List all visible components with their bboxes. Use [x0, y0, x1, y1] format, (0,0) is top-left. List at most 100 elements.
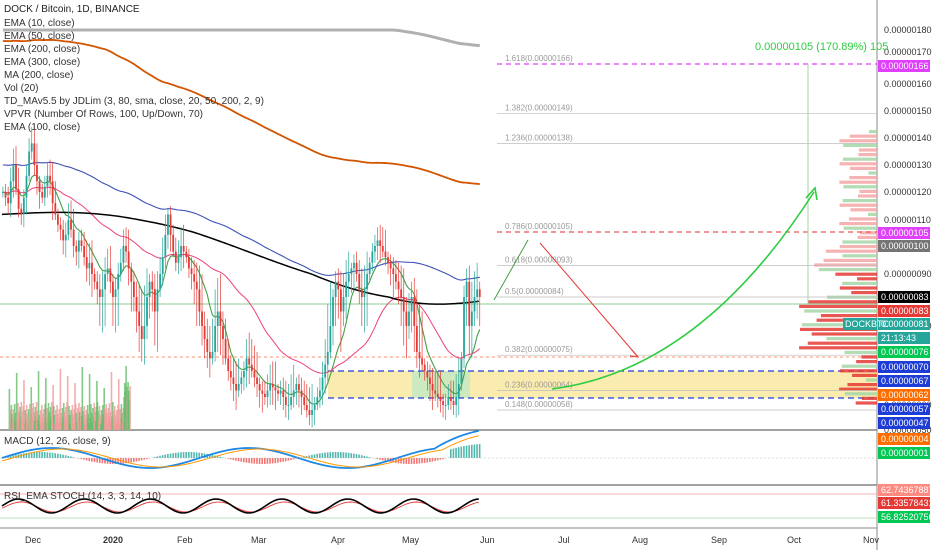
ema-50-line: [2, 186, 481, 374]
candle-body: [101, 289, 104, 297]
macd-histogram-bar: [381, 458, 384, 461]
macd-histogram-bar: [30, 452, 33, 458]
macd-histogram-bar: [96, 458, 98, 463]
macd-histogram-bar: [93, 458, 96, 463]
candle-body: [402, 297, 405, 312]
vp-row: [858, 194, 877, 198]
candle-body: [182, 246, 185, 252]
candle-body: [46, 175, 49, 187]
vp-row: [807, 341, 877, 345]
candle-body: [114, 289, 117, 297]
candle-body: [169, 214, 172, 235]
vp-row: [835, 272, 877, 276]
macd-histogram-bar: [22, 453, 25, 458]
indicator-label[interactable]: EMA (200, close): [4, 44, 80, 55]
volume-bar: [90, 413, 93, 430]
indicator-label[interactable]: EMA (10, close): [4, 18, 75, 29]
candle-body: [106, 268, 109, 274]
candle-body: [395, 274, 397, 282]
ma-200-line: [1, 211, 479, 305]
volume-bar: [88, 374, 91, 430]
macd-histogram-bar: [258, 458, 261, 464]
macd-pane: [0, 429, 877, 469]
volume-bar: [14, 413, 17, 430]
macd-histogram-bar: [59, 454, 62, 458]
projection-arrow-head: [805, 186, 818, 201]
volume-bar: [129, 386, 131, 430]
candle-body: [284, 397, 287, 405]
candle-body: [109, 268, 112, 282]
indicator-label[interactable]: EMA (100, close): [4, 122, 80, 133]
macd-histogram-bar: [408, 458, 410, 464]
candle-body: [146, 297, 148, 326]
candle-body: [156, 289, 159, 312]
macd-histogram-bar: [271, 458, 274, 464]
candle-body: [188, 257, 190, 269]
macd-histogram-bar: [240, 458, 243, 462]
macd-histogram-bar: [452, 448, 455, 458]
macd-histogram-bar: [49, 452, 51, 458]
candle-body: [316, 397, 319, 405]
indicator-label[interactable]: TD_MAv5.5 by JDLim (3, 80, sma, close, 2…: [4, 96, 264, 107]
candle-body: [292, 390, 295, 397]
macd-histogram-bar: [253, 458, 256, 464]
vp-row: [811, 332, 877, 336]
candle-body: [457, 384, 460, 397]
macd-histogram-bar: [172, 453, 174, 458]
price-tag-text: 0.00000076: [881, 347, 929, 357]
candle-body: [303, 397, 306, 405]
candle-body: [153, 289, 156, 312]
candle-body: [117, 274, 120, 290]
macd-histogram-bar: [28, 452, 30, 458]
time-axis[interactable]: Dec 2020 Feb Mar Apr May Jun Jul Aug Sep Oct Nov: [25, 535, 880, 545]
candle-body: [135, 297, 138, 312]
price-tag: [878, 403, 930, 415]
macd-title[interactable]: MACD (12, 26, close, 9): [4, 436, 111, 447]
macd-histogram-bar: [216, 456, 219, 458]
symbol-tag-text: DOCKBTC: [845, 319, 890, 329]
candle-body: [41, 192, 44, 198]
candle-body: [436, 393, 439, 397]
candle-body: [282, 390, 285, 397]
candle-body: [415, 326, 418, 352]
indicator-label[interactable]: EMA (300, close): [4, 57, 80, 68]
vp-row: [839, 245, 877, 249]
candle-body: [93, 274, 96, 282]
vp-row: [839, 162, 877, 166]
candle-body: [465, 281, 468, 297]
vp-row: [839, 387, 877, 391]
fib-label-0.786: 0.786(0.00000105): [505, 222, 573, 231]
macd-histogram-bar: [211, 454, 214, 458]
vp-row: [856, 360, 877, 364]
macd-histogram-bar: [164, 454, 167, 458]
candle-body: [172, 234, 175, 252]
rsi-title[interactable]: RSI_EMA STOCH (14, 3, 3, 14, 10): [4, 491, 161, 502]
price-axis[interactable]: 0.00000180 0.00000170 0.00000160 0.00000150…: [843, 25, 932, 523]
indicator-list[interactable]: EMA (10, close) EMA (50, close) EMA (200, …: [4, 18, 264, 133]
fib-retracement[interactable]: 1.618(0.00000166) 1.382(0.00000149) 1.236(…: [497, 54, 877, 411]
indicator-label[interactable]: VPVR (Number Of Rows, 100, Up/Down, 70): [4, 109, 203, 120]
projection-curve: [551, 191, 815, 390]
volume-bar: [37, 371, 40, 430]
vp-row: [842, 199, 877, 203]
vp-row: [839, 139, 877, 143]
macd-histogram-bar: [51, 452, 54, 458]
price-tag-text: 0.00000083: [881, 292, 929, 302]
candle-body: [222, 326, 224, 339]
ema-100-line: [2, 161, 480, 281]
candle-body: [12, 165, 15, 182]
candle-body: [277, 390, 279, 394]
indicator-label[interactable]: EMA (50, close): [4, 31, 75, 42]
time-label: Sep: [711, 535, 727, 545]
macd-histogram-bar: [46, 452, 49, 458]
indicator-label[interactable]: MA (200, close): [4, 70, 73, 81]
down-arrow-line: [539, 242, 639, 358]
macd-histogram-bar: [326, 452, 329, 458]
time-label: Dec: [25, 535, 42, 545]
volume-profile: [799, 130, 877, 405]
indicator-label[interactable]: Vol (20): [4, 83, 38, 94]
drawings-layer[interactable]: [493, 186, 818, 390]
macd-histogram-bar: [436, 458, 439, 461]
macd-histogram-bar: [101, 458, 104, 464]
vp-row: [814, 263, 877, 267]
